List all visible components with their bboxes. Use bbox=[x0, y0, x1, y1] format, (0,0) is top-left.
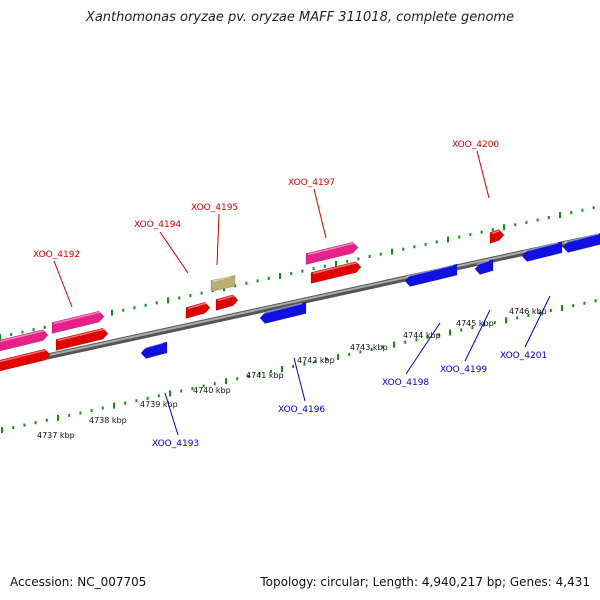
gene-features bbox=[0, 229, 600, 372]
feature-highlight bbox=[523, 242, 559, 253]
gene-arrow-4194 bbox=[185, 301, 211, 319]
feature-highlight bbox=[307, 242, 355, 256]
gene-label-xoo-4198: XOO_4198 bbox=[382, 378, 429, 388]
accession-text: Accession: NC_007705 bbox=[10, 575, 147, 589]
upper-tick-track bbox=[0, 206, 595, 340]
gene-arrow-4193 bbox=[140, 341, 168, 359]
feature-highlight bbox=[0, 329, 45, 343]
gene-arrow-4195 bbox=[215, 294, 239, 311]
gene-arrow-4192a bbox=[0, 329, 49, 352]
gene-leader-line bbox=[476, 150, 490, 199]
scale-tick-label: 4743 kbp bbox=[350, 343, 388, 352]
gene-label-xoo-4195: XOO_4195 bbox=[191, 203, 238, 213]
feature-highlight bbox=[476, 259, 490, 266]
gene-arrow-4199 bbox=[474, 259, 494, 275]
feature-highlight bbox=[0, 349, 47, 363]
feature-highlight bbox=[312, 261, 358, 275]
gene-arrow-4197a bbox=[305, 241, 359, 265]
gene-labels: XOO_4192 XOO_4193 XOO_4194 XOO_4195 XOO_4196… bbox=[33, 140, 551, 449]
feature-highlight bbox=[53, 311, 101, 325]
feature-highlight bbox=[57, 328, 105, 342]
feature-highlight bbox=[406, 264, 454, 278]
gene-label-xoo-4199: XOO_4199 bbox=[440, 365, 487, 375]
feature-highlight bbox=[491, 229, 501, 235]
gene-label-xoo-4194: XOO_4194 bbox=[134, 220, 181, 230]
feature-highlight bbox=[217, 294, 235, 302]
gene-label-xoo-4192: XOO_4192 bbox=[33, 250, 80, 260]
scale-tick-label: 4739 kbp bbox=[140, 400, 178, 409]
feature-4195 bbox=[210, 274, 236, 292]
gene-arrow-4192c bbox=[0, 348, 51, 372]
map-title: Xanthomonas oryzae pv. oryzae MAFF 31101… bbox=[85, 10, 515, 25]
gene-arrow-4192b bbox=[51, 310, 105, 334]
gene-leader-line bbox=[313, 188, 327, 239]
gene-arrow-4196 bbox=[259, 302, 307, 324]
gene-leader-line bbox=[216, 213, 220, 266]
genome-summary-text: Topology: circular; Length: 4,940,217 bp… bbox=[260, 575, 590, 589]
gene-arrow-4200 bbox=[489, 229, 505, 244]
feature-highlight bbox=[142, 342, 164, 350]
gene-label-xoo-4197: XOO_4197 bbox=[288, 178, 335, 188]
scale-tick-label: 4744 kbp bbox=[403, 331, 441, 340]
feature-highlight bbox=[564, 233, 600, 244]
gene-leader-line bbox=[464, 309, 491, 362]
gene-arrow-4192d bbox=[55, 327, 109, 351]
scale-tick-label: 4741 kbp bbox=[246, 371, 284, 380]
feature-highlight bbox=[261, 302, 303, 315]
scale-tick-label: 4740 kbp bbox=[193, 386, 231, 395]
gene-arrow-4201b bbox=[562, 233, 600, 253]
gene-leader-line bbox=[293, 357, 306, 402]
scale-tick-label: 4738 kbp bbox=[89, 416, 127, 425]
genome-backbone-highlight bbox=[0, 234, 600, 367]
scale-tick-label: 4745 kbp bbox=[456, 319, 494, 328]
gene-label-xoo-4200: XOO_4200 bbox=[452, 140, 499, 150]
gene-arrow-4201a bbox=[521, 241, 563, 262]
gene-label-xoo-4193: XOO_4193 bbox=[152, 439, 199, 449]
gene-leader-line bbox=[164, 392, 179, 436]
lower-tick-track bbox=[1, 299, 597, 433]
gene-leader-line bbox=[159, 231, 189, 274]
feature-highlight bbox=[212, 275, 232, 283]
gene-label-xoo-4196: XOO_4196 bbox=[278, 405, 325, 415]
gene-label-xoo-4201: XOO_4201 bbox=[500, 351, 547, 361]
scale-tick-label: 4737 kbp bbox=[37, 431, 75, 440]
scale-labels: 4737 kbp 4738 kbp 4739 kbp 4740 kbp 4741 kbp… bbox=[37, 307, 547, 440]
gene-leader-line bbox=[405, 322, 441, 375]
gene-leader-line bbox=[53, 260, 73, 308]
feature-highlight bbox=[187, 302, 207, 310]
scale-tick-label: 4742 kbp bbox=[297, 356, 335, 365]
gene-leader-line bbox=[524, 295, 551, 348]
gene-arrow-4198 bbox=[404, 263, 458, 287]
gene-arrow-4197b bbox=[310, 261, 362, 284]
scale-tick-label: 4746 kbp bbox=[509, 307, 547, 316]
